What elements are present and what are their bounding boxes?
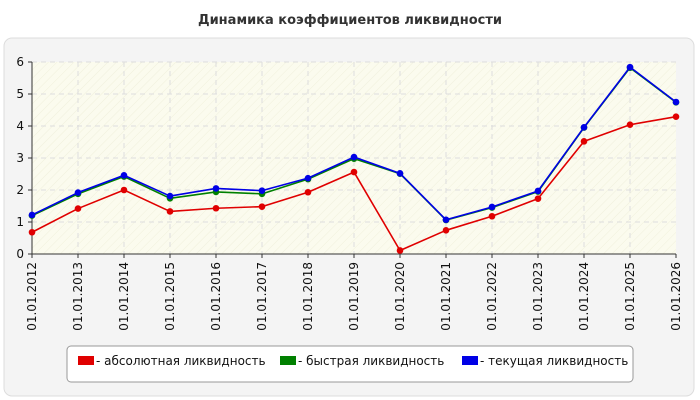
x-tick-label: 01.01.2024 bbox=[577, 262, 591, 331]
data-point bbox=[442, 227, 450, 234]
data-point bbox=[74, 189, 82, 196]
x-tick-label: 01.01.2013 bbox=[71, 262, 85, 331]
x-tick-label: 01.01.2026 bbox=[669, 262, 683, 331]
data-point bbox=[396, 247, 404, 254]
x-tick-label: 01.01.2012 bbox=[25, 262, 39, 331]
data-point bbox=[442, 216, 450, 224]
x-tick-label: 01.01.2025 bbox=[623, 262, 637, 331]
data-point bbox=[212, 204, 220, 212]
data-point bbox=[74, 205, 82, 212]
y-tick-label: 4 bbox=[16, 119, 24, 133]
x-tick-label: 01.01.2020 bbox=[393, 262, 407, 331]
legend-label: - абсолютная ликвидность bbox=[96, 354, 266, 368]
y-tick-label: 2 bbox=[16, 183, 24, 197]
x-tick-label: 01.01.2019 bbox=[347, 262, 361, 331]
data-point bbox=[28, 211, 36, 219]
data-point bbox=[672, 98, 680, 106]
data-point bbox=[580, 138, 588, 145]
data-point bbox=[258, 203, 266, 210]
chart-title: Динамика коэффициентов ликвидности bbox=[198, 13, 502, 28]
x-tick-label: 01.01.2014 bbox=[117, 262, 131, 331]
data-point bbox=[350, 168, 358, 176]
legend-box bbox=[66, 345, 634, 383]
data-point bbox=[304, 174, 312, 182]
legend-swatch bbox=[462, 356, 478, 365]
x-tick-label: 01.01.2021 bbox=[439, 262, 453, 331]
data-point bbox=[488, 203, 496, 211]
data-point bbox=[534, 187, 542, 195]
data-point bbox=[212, 185, 220, 192]
y-tick-label: 5 bbox=[16, 87, 24, 101]
data-point bbox=[258, 187, 266, 194]
data-point bbox=[534, 195, 542, 202]
x-tick-label: 01.01.2017 bbox=[255, 262, 269, 331]
x-tick-label: 01.01.2018 bbox=[301, 262, 315, 331]
x-tick-label: 01.01.2016 bbox=[209, 262, 223, 331]
legend-label: - быстрая ликвидность bbox=[298, 354, 444, 368]
data-point bbox=[626, 63, 634, 71]
legend-item-0: - абсолютная ликвидность bbox=[78, 354, 266, 368]
y-tick-labels: 0 1 2 3 4 5 6 bbox=[16, 55, 24, 261]
data-point bbox=[580, 123, 588, 131]
x-tick-label: 01.01.2022 bbox=[485, 262, 499, 331]
data-point bbox=[166, 208, 174, 215]
legend-items: - абсолютная ликвидность - быстрая ликвид… bbox=[78, 354, 628, 368]
x-tick-label: 01.01.2015 bbox=[163, 262, 177, 331]
data-point bbox=[350, 153, 358, 161]
data-point bbox=[672, 113, 680, 121]
series-2 bbox=[28, 63, 680, 224]
legend-label: - текущая ликвидность bbox=[480, 354, 628, 368]
x-tick-label: 01.01.2023 bbox=[531, 262, 545, 331]
data-point bbox=[626, 121, 634, 129]
data-point bbox=[120, 171, 128, 179]
data-point bbox=[28, 228, 36, 236]
data-point bbox=[488, 212, 496, 220]
data-point bbox=[304, 188, 312, 196]
x-tick-labels: 01.01.2012 01.01.2013 01.01.2014 01.01.2015… bbox=[25, 262, 683, 331]
legend-swatch bbox=[78, 356, 94, 365]
legend-swatch bbox=[280, 356, 296, 365]
y-tick-label: 1 bbox=[16, 215, 24, 229]
data-point bbox=[166, 192, 174, 200]
data-point bbox=[396, 170, 404, 177]
legend-item-1: - быстрая ликвидность bbox=[280, 354, 444, 368]
legend: - абсолютная ликвидность - быстрая ликвид… bbox=[66, 345, 634, 383]
grid-lines bbox=[32, 61, 676, 254]
axes bbox=[28, 61, 677, 258]
series-0 bbox=[28, 113, 680, 254]
y-tick-label: 3 bbox=[16, 151, 24, 165]
legend-item-2: - текущая ликвидность bbox=[462, 354, 628, 368]
data-point bbox=[120, 186, 128, 194]
y-tick-label: 0 bbox=[16, 247, 24, 261]
y-tick-label: 6 bbox=[16, 55, 24, 69]
series-lines bbox=[28, 63, 680, 254]
